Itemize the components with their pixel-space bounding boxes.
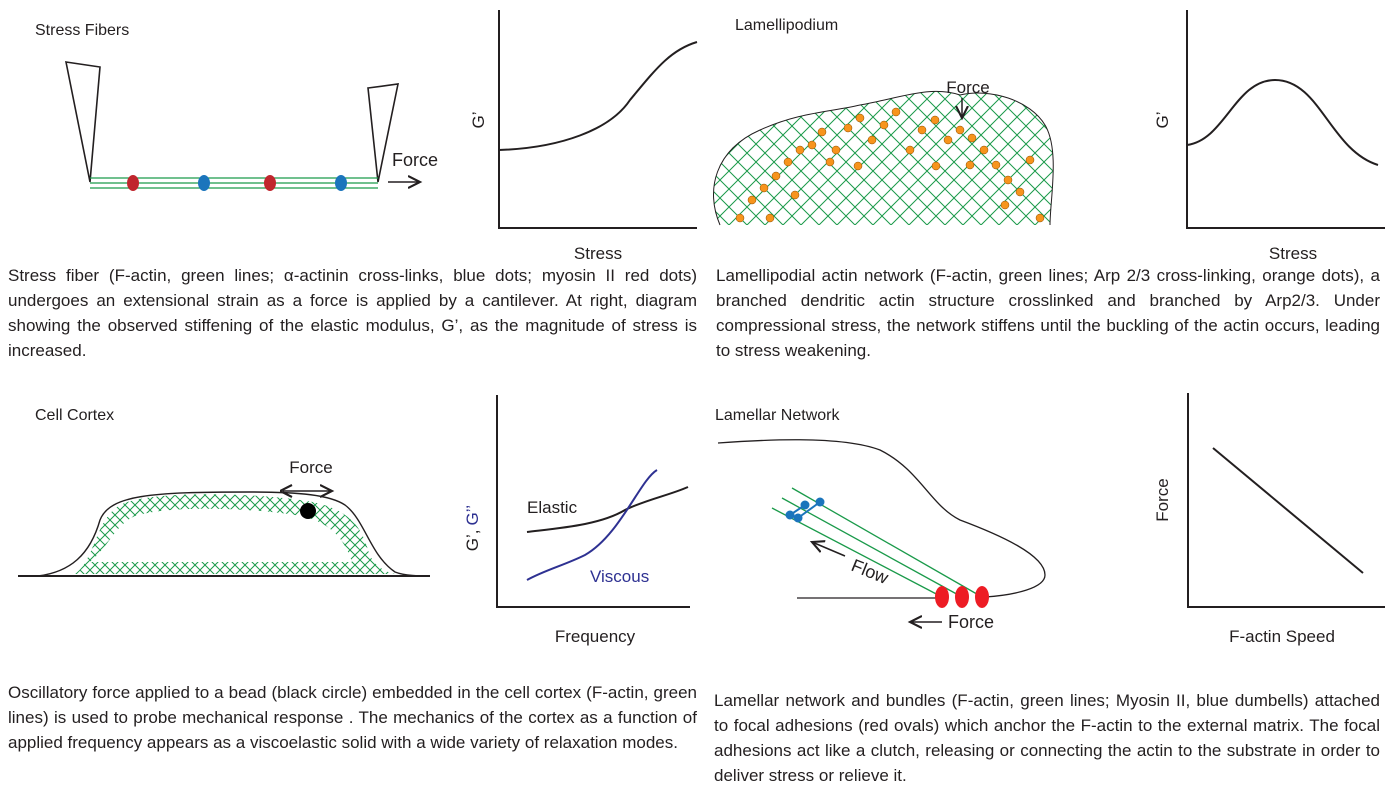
actinin-dot	[198, 175, 210, 191]
panel-title: Lamellar Network	[715, 407, 840, 424]
y-label: G’	[469, 112, 488, 129]
stress-fiber-panel: Stress Fibers Force G’ Stress	[35, 10, 697, 263]
arp-dot	[1026, 156, 1034, 164]
viscous-curve	[527, 470, 657, 580]
arp-dot	[1036, 214, 1044, 222]
arp-dot	[818, 128, 826, 136]
y-label-elastic: G’,	[463, 529, 482, 551]
arp-dot	[932, 162, 940, 170]
arp-dot	[980, 146, 988, 154]
arp-dot	[1004, 176, 1012, 184]
arp-dot	[748, 196, 756, 204]
focal-adhesions	[935, 586, 989, 608]
arp-dot	[791, 191, 799, 199]
curve-label: Elastic	[527, 498, 578, 517]
arp-dot	[956, 126, 964, 134]
panel-title: Lamellipodium	[735, 17, 838, 34]
caption: Oscillatory force applied to a bead (bla…	[8, 680, 697, 755]
arp-dot	[796, 146, 804, 154]
panel-title: Stress Fibers	[35, 22, 129, 39]
lamellipodium-panel: Lamellipodium Force G’ Stress	[700, 10, 1385, 263]
caption: Stress fiber (F-actin, green lines; α-ac…	[8, 263, 697, 363]
x-label: Stress	[1269, 244, 1317, 263]
arp-dot	[992, 161, 1000, 169]
x-label: F-actin Speed	[1229, 627, 1335, 646]
y-label: G’	[1153, 112, 1172, 129]
arp-dot	[966, 161, 974, 169]
arp-dot	[832, 146, 840, 154]
arp-dot	[856, 114, 864, 122]
arp-dot	[1016, 188, 1024, 196]
x-label: Frequency	[555, 627, 636, 646]
curve	[499, 42, 697, 150]
curve-label: Viscous	[590, 567, 649, 586]
bead	[300, 503, 316, 519]
curve	[1187, 80, 1378, 165]
arp-dot	[968, 134, 976, 142]
actin-network	[700, 80, 1060, 240]
caption: Lamellipodial actin network (F-actin, gr…	[716, 263, 1380, 363]
arp-dot	[1001, 201, 1009, 209]
arp-dot	[918, 126, 926, 134]
myosin-dot	[127, 175, 139, 191]
arp-dot	[808, 141, 816, 149]
arp-dot	[944, 136, 952, 144]
axes	[1188, 393, 1385, 607]
flow-label: Flow	[849, 555, 893, 588]
arp-dot	[772, 172, 780, 180]
cantilever	[66, 62, 100, 182]
panel-title: Cell Cortex	[35, 407, 114, 424]
force-label: Force	[289, 458, 332, 477]
y-label: Force	[1153, 478, 1172, 521]
x-label: Stress	[574, 244, 622, 263]
curve	[1213, 448, 1363, 573]
figure: Stress Fibers Force G’ Stress Lamellipod…	[0, 0, 1387, 812]
lamellar-network-panel: Lamellar Network Flow Force Force F-acti…	[715, 393, 1385, 646]
arp-dot	[766, 214, 774, 222]
arp-dot	[826, 158, 834, 166]
axes	[499, 10, 697, 228]
arp-dot	[892, 108, 900, 116]
arp-dot	[760, 184, 768, 192]
cell-cortex-panel: Cell Cortex Force G’, G’’ Elastic Viscous…	[18, 395, 690, 646]
y-label-viscous: G’’	[463, 505, 482, 525]
y-label: G’, G’’	[463, 505, 482, 551]
arp-dot	[784, 158, 792, 166]
arp-dot	[854, 162, 862, 170]
force-label: Force	[946, 78, 989, 97]
actinin-dot	[335, 175, 347, 191]
caption: Lamellar network and bundles (F-actin, g…	[714, 688, 1380, 788]
axes	[1187, 10, 1385, 228]
arp-dot	[844, 124, 852, 132]
arp-dot	[736, 214, 744, 222]
arp-dot	[868, 136, 876, 144]
arp-dot	[906, 146, 914, 154]
force-label: Force	[948, 612, 994, 632]
arp-dot	[931, 116, 939, 124]
force-label: Force	[392, 150, 438, 170]
myosin-dot	[264, 175, 276, 191]
arp-dot	[880, 121, 888, 129]
